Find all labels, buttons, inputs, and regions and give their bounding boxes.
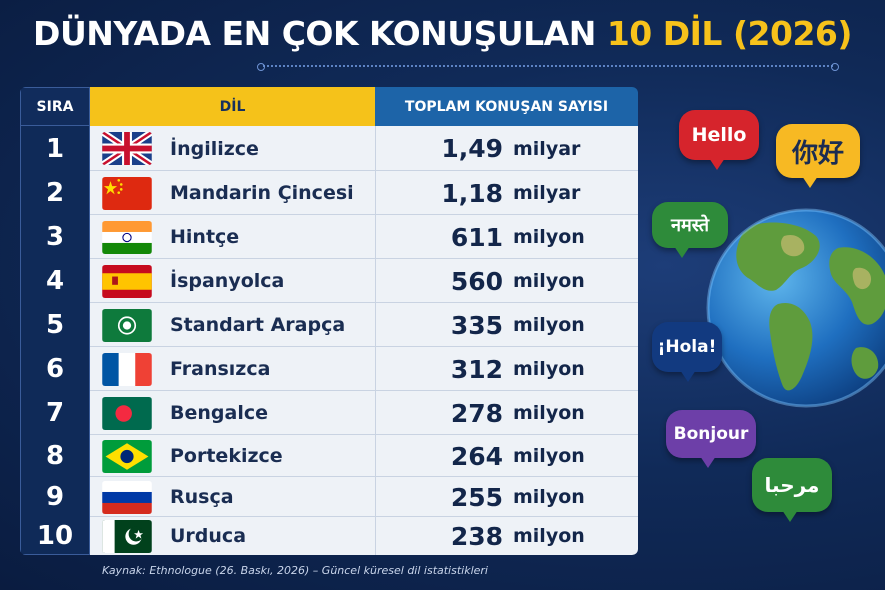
row-total-unit: milyon — [513, 226, 585, 248]
row-rank: 10 — [36, 521, 74, 551]
arab-league-flag-icon — [102, 309, 152, 342]
row-total: 611 milyon — [375, 215, 638, 259]
row-total: 1,18 milyar — [375, 171, 638, 215]
row-total-unit: milyon — [513, 358, 585, 380]
row-rank: 4 — [45, 266, 65, 296]
row-total: 264 milyon — [375, 435, 638, 477]
row-divider — [90, 170, 638, 171]
row-total-unit: milyon — [513, 445, 585, 467]
row-rank: 1 — [45, 133, 65, 164]
bubble-hello: Hello — [679, 110, 759, 170]
row-total-value: 238 — [450, 521, 503, 551]
row-total-value: 335 — [450, 310, 503, 340]
globe-icon — [706, 208, 885, 408]
row-language: Urduca — [170, 525, 247, 547]
table-row: 7 Bengalce 278 milyon — [20, 391, 638, 435]
row-language: İspanyolca — [170, 270, 285, 292]
row-total: 255 milyon — [375, 477, 638, 517]
row-rank: 8 — [45, 441, 65, 471]
bubble-namaste: नमस्ते — [652, 202, 728, 258]
row-total-unit: milyon — [513, 314, 585, 336]
row-divider — [90, 516, 638, 517]
title-divider — [257, 63, 839, 71]
row-rank: 6 — [45, 354, 65, 384]
row-total-value: 611 — [450, 222, 503, 252]
row-total-unit: milyon — [513, 270, 585, 292]
spain-flag-icon — [102, 265, 152, 298]
row-divider — [90, 258, 638, 259]
row-divider — [90, 476, 638, 477]
row-total-value: 560 — [450, 266, 503, 296]
pakistan-flag-icon — [102, 520, 152, 553]
row-total-unit: milyon — [513, 486, 585, 508]
bubble-marhaba: مرحبا — [752, 458, 832, 522]
column-divider — [375, 126, 376, 555]
row-language: Portekizce — [170, 445, 283, 467]
russia-flag-icon — [102, 481, 152, 514]
table-row: 2 Mandarin Çincesi 1,18 milyar — [20, 171, 638, 215]
row-total-unit: milyon — [513, 402, 585, 424]
table-row: 9 Rusça 255 milyon — [20, 477, 638, 517]
page-title-main: DÜNYADA EN ÇOK KONUŞULAN — [33, 14, 596, 53]
row-total: 312 milyon — [375, 347, 638, 391]
united-kingdom-flag-icon — [102, 132, 152, 165]
table-row: 6 Fransızca 312 milyon — [20, 347, 638, 391]
row-total: 1,49 milyar — [375, 126, 638, 171]
row-language: İngilizce — [170, 137, 259, 160]
row-language: Rusça — [170, 486, 234, 508]
row-total: 560 milyon — [375, 259, 638, 303]
bubble-bonjour: Bonjour — [666, 410, 756, 468]
table-row: 1 İngilizce 1,49 milyar — [20, 126, 638, 171]
table-row: 10 Urduca 238 milyon — [20, 517, 638, 555]
row-total: 278 milyon — [375, 391, 638, 435]
table-row: 5 Standart Arapça 335 milyon — [20, 303, 638, 347]
row-language: Bengalce — [170, 402, 268, 424]
row-total-value: 1,49 — [441, 134, 503, 163]
header-total-speakers: TOPLAM KONUŞAN SAYISI — [375, 87, 638, 126]
row-divider — [90, 434, 638, 435]
page-title-highlight: 10 DİL (2026) — [606, 14, 853, 53]
row-rank: 2 — [45, 178, 65, 208]
rank-column — [20, 126, 90, 555]
row-total-value: 312 — [450, 354, 503, 384]
india-flag-icon — [102, 221, 152, 254]
table-row: 4 İspanyolca 560 milyon — [20, 259, 638, 303]
row-language: Mandarin Çincesi — [170, 182, 354, 204]
row-rank: 9 — [45, 482, 65, 512]
table-row: 8 Portekizce 264 milyon — [20, 435, 638, 477]
row-rank: 7 — [45, 398, 65, 428]
row-total-unit: milyar — [513, 137, 581, 160]
table-body: 1 İngilizce 1,49 milyar 2 Mandarin Çincesi 1,1… — [20, 126, 638, 555]
page-title: DÜNYADA EN ÇOK KONUŞULAN 10 DİL (2026) — [0, 14, 885, 53]
row-divider — [90, 214, 638, 215]
bubble-hola: ¡Hola! — [652, 322, 722, 382]
row-total: 335 milyon — [375, 303, 638, 347]
row-total-value: 264 — [450, 441, 503, 471]
row-divider — [90, 346, 638, 347]
header-rank: SIRA — [20, 87, 90, 126]
row-total-unit: milyar — [513, 182, 581, 204]
row-language: Standart Arapça — [170, 314, 346, 336]
row-total-value: 1,18 — [441, 178, 503, 208]
row-language: Fransızca — [170, 358, 271, 380]
bubble-nihao: 你好 — [776, 124, 860, 188]
languages-table: SIRA DİL TOPLAM KONUŞAN SAYISI 1 İngilizc… — [20, 87, 638, 555]
row-total-value: 278 — [450, 398, 503, 428]
header-language: DİL — [90, 87, 375, 126]
row-total-value: 255 — [450, 482, 503, 512]
row-divider — [90, 302, 638, 303]
row-language: Hintçe — [170, 226, 240, 248]
row-rank: 3 — [45, 222, 65, 252]
china-flag-icon — [102, 177, 152, 210]
france-flag-icon — [102, 353, 152, 386]
row-total: 238 milyon — [375, 517, 638, 555]
brazil-flag-icon — [102, 440, 152, 473]
source-note: Kaynak: Ethnologue (26. Baskı, 2026) – G… — [102, 564, 488, 577]
row-total-unit: milyon — [513, 525, 585, 547]
table-row: 3 Hintçe 611 milyon — [20, 215, 638, 259]
bangladesh-flag-icon — [102, 397, 152, 430]
row-rank: 5 — [45, 310, 65, 340]
rows-background — [90, 126, 638, 555]
row-divider — [90, 390, 638, 391]
